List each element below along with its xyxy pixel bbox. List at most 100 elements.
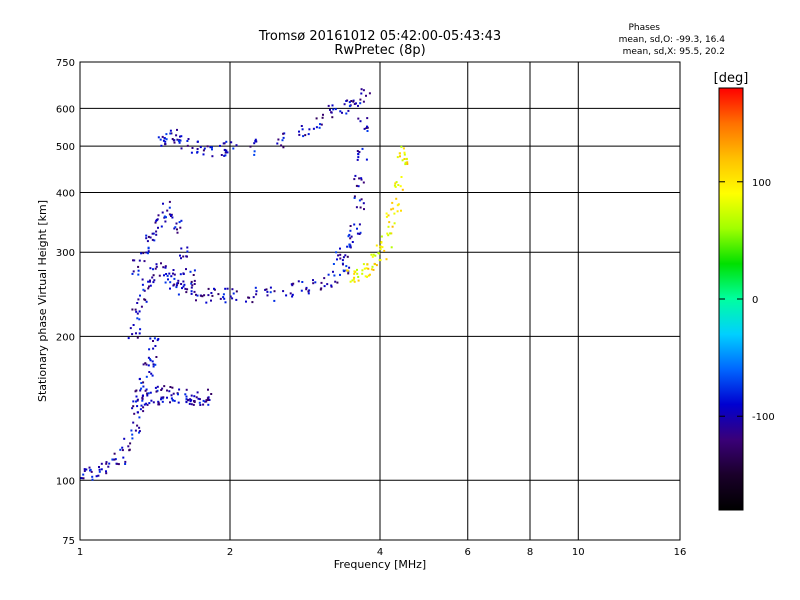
data-point <box>152 274 155 277</box>
data-point <box>334 280 337 283</box>
data-point <box>168 272 171 275</box>
data-point <box>158 274 161 277</box>
data-point <box>132 259 134 262</box>
data-point <box>137 298 140 301</box>
data-point <box>131 433 134 436</box>
data-point <box>202 403 205 406</box>
data-point <box>196 391 199 394</box>
data-point <box>175 284 178 287</box>
data-point <box>131 407 134 410</box>
data-point <box>301 281 304 283</box>
data-point <box>128 448 131 451</box>
data-point <box>131 437 134 440</box>
chart-subtitle: RwPretec (8p) <box>334 43 425 58</box>
data-point <box>142 406 145 409</box>
data-point <box>329 108 331 111</box>
data-point <box>300 125 303 127</box>
data-point <box>152 401 155 404</box>
data-point <box>357 275 360 278</box>
data-point <box>391 201 394 204</box>
data-point <box>152 347 155 350</box>
data-point <box>114 458 117 461</box>
data-point <box>224 149 226 151</box>
data-point <box>142 252 145 255</box>
data-point <box>132 324 135 326</box>
data-point <box>180 219 183 222</box>
data-point <box>134 429 137 432</box>
data-point <box>177 401 180 404</box>
data-point <box>180 147 183 150</box>
data-point <box>298 133 301 136</box>
data-point <box>168 213 171 216</box>
data-point <box>370 268 373 271</box>
data-point <box>135 332 137 335</box>
y-tick-label: 300 <box>56 248 75 259</box>
data-point <box>182 272 185 275</box>
data-point <box>280 144 283 147</box>
data-point <box>186 250 189 253</box>
data-point <box>160 398 162 401</box>
data-point <box>97 474 100 477</box>
data-point <box>167 278 169 281</box>
data-point <box>231 288 234 291</box>
data-point <box>138 318 141 321</box>
y-axis-label: Stationary phase Virtual Height [km] <box>36 200 49 402</box>
data-point <box>132 400 135 403</box>
data-point <box>147 392 150 395</box>
data-point <box>88 466 91 469</box>
data-point <box>307 292 310 295</box>
data-point <box>213 287 215 290</box>
data-point <box>175 286 178 289</box>
data-point <box>379 245 382 248</box>
data-point <box>219 297 222 300</box>
data-point <box>360 92 363 95</box>
data-point <box>390 232 393 235</box>
data-point <box>224 287 227 290</box>
data-point <box>369 273 371 276</box>
data-point <box>333 274 336 277</box>
data-point <box>185 395 188 398</box>
data-point <box>300 289 303 292</box>
data-point <box>185 268 187 271</box>
data-point <box>130 429 133 432</box>
data-point <box>186 246 189 249</box>
data-point <box>349 280 352 283</box>
data-point <box>207 287 210 290</box>
x-axis-label: Frequency [MHz] <box>334 558 426 571</box>
data-point <box>161 135 164 138</box>
data-point <box>174 226 177 229</box>
data-point <box>361 147 364 150</box>
data-point <box>98 466 100 468</box>
data-point <box>157 401 160 404</box>
data-point <box>138 310 141 313</box>
data-point <box>327 273 330 276</box>
data-point <box>344 254 347 257</box>
data-point <box>199 146 202 149</box>
data-point <box>210 299 212 302</box>
data-point <box>331 104 334 107</box>
data-point <box>357 153 360 156</box>
data-point <box>177 140 180 143</box>
data-point <box>291 293 294 296</box>
data-point <box>305 288 308 291</box>
grid-lines <box>80 62 680 540</box>
x-tick-label: 2 <box>227 547 233 558</box>
data-point <box>145 237 148 240</box>
data-point <box>157 403 160 406</box>
data-point <box>145 388 148 391</box>
data-point <box>377 252 380 255</box>
data-point <box>208 399 211 401</box>
data-point <box>136 405 139 408</box>
data-point <box>138 259 141 262</box>
data-point <box>136 398 139 401</box>
data-point <box>119 448 122 451</box>
data-point <box>211 148 213 151</box>
data-point <box>346 99 349 102</box>
data-point <box>245 300 247 303</box>
data-point <box>141 397 144 400</box>
data-point <box>319 123 321 126</box>
data-point <box>161 397 164 400</box>
data-point <box>291 284 294 287</box>
data-point <box>189 270 192 273</box>
data-point <box>397 184 400 186</box>
